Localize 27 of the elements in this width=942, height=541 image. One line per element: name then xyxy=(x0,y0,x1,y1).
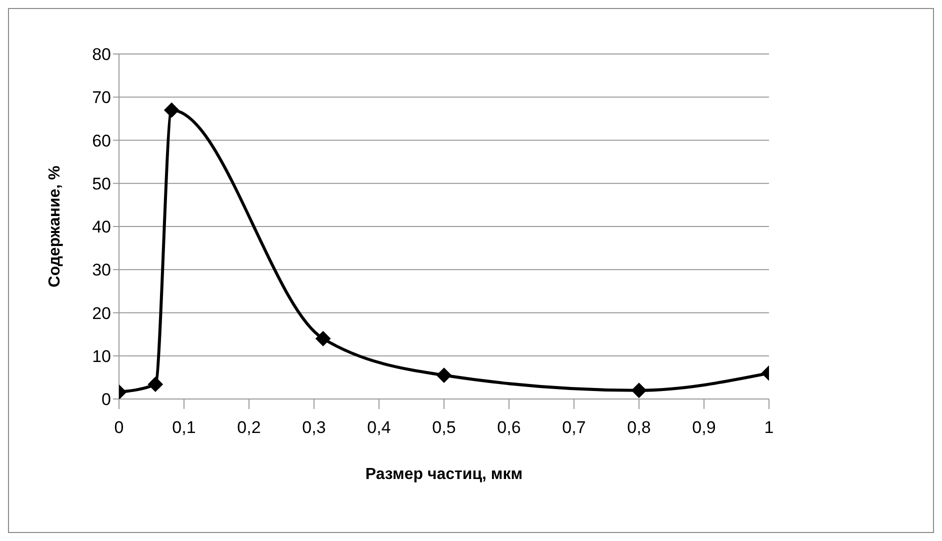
point xyxy=(148,376,163,392)
x-tick-label: 0,3 xyxy=(302,418,326,438)
x-tick-label: 0,7 xyxy=(562,418,586,438)
x-tick-label: 0,2 xyxy=(237,418,261,438)
x-tick-label: 0,4 xyxy=(367,418,391,438)
y-tick-label: 40 xyxy=(92,218,111,237)
y-tick-label: 10 xyxy=(92,346,111,366)
x-tick-label: 0,5 xyxy=(432,418,456,438)
point xyxy=(164,102,180,118)
y-tick-label: 0 xyxy=(102,390,111,410)
point xyxy=(436,368,452,383)
y-tick-label: 30 xyxy=(92,260,111,280)
x-axis-title: Размер частиц, мкм xyxy=(365,466,523,483)
point xyxy=(632,382,646,398)
y-axis-title: Содержание, % xyxy=(46,166,64,288)
y-tick-label: 50 xyxy=(92,174,111,194)
x-tick-label: 0 xyxy=(114,418,124,438)
x-tick-label: 0,6 xyxy=(497,418,521,438)
x-tick-label: 0,9 xyxy=(692,418,716,438)
x-tick-label: 0,1 xyxy=(172,418,196,438)
x-tick-label: 1 xyxy=(764,418,774,438)
y-tick-label: 80 xyxy=(92,45,111,64)
point xyxy=(316,331,331,346)
y-tick-label: 70 xyxy=(92,88,111,108)
y-tick-label: 20 xyxy=(92,304,111,323)
x-tick-label: 0,8 xyxy=(627,418,651,438)
y-tick-label: 60 xyxy=(92,131,111,150)
